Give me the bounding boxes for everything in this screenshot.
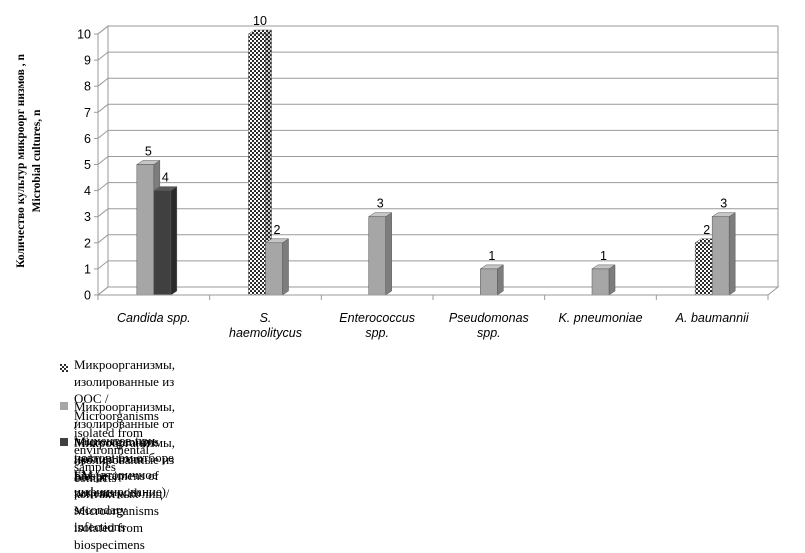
chart-back-walls xyxy=(96,24,780,297)
y-axis: 0 1 2 3 4 5 6 7 8 9 10 xyxy=(77,28,99,303)
x-tick-label: haemolitycus xyxy=(229,326,302,340)
y-tick-label: 9 xyxy=(84,54,91,68)
data-label: 4 xyxy=(162,171,169,185)
x-axis: Candida spp. S.haemolitycusEnterococcussp… xyxy=(97,294,769,340)
y-axis-label-line-2: Microbial cultures, n xyxy=(31,109,43,213)
x-tick-label: A. baumannii xyxy=(675,311,750,325)
y-tick-label: 1 xyxy=(84,262,91,276)
legend-swatch-dotted xyxy=(60,360,68,372)
gridline xyxy=(97,156,778,165)
bars xyxy=(136,29,736,296)
gridline xyxy=(97,234,778,244)
data-label: 5 xyxy=(145,145,152,159)
data-label: 10 xyxy=(253,14,267,28)
gridline xyxy=(97,51,778,61)
gridlines xyxy=(97,25,778,296)
y-axis-label-line-1: Количество культур микроорг низмов , n xyxy=(15,54,27,268)
x-tick-label: spp. xyxy=(365,326,389,340)
legend-swatch-dark xyxy=(60,438,68,446)
floor xyxy=(96,286,780,296)
gridline xyxy=(97,286,778,296)
y-tick-label: 0 xyxy=(84,289,91,303)
bar xyxy=(711,216,730,296)
y-tick-label: 8 xyxy=(84,80,91,94)
gridline xyxy=(97,77,778,87)
y-tick-label: 4 xyxy=(84,184,91,198)
bar xyxy=(368,216,386,296)
bar-side xyxy=(282,238,289,296)
gridline xyxy=(97,182,778,191)
bar xyxy=(153,190,172,296)
bar-side xyxy=(385,212,392,296)
data-label: 3 xyxy=(377,197,384,211)
y-tick-label: 10 xyxy=(77,28,91,42)
x-tick-label: Enterococcus xyxy=(339,311,415,325)
bar xyxy=(265,242,283,296)
x-tick-label: S. xyxy=(260,311,272,325)
x-tick-label: Candida spp. xyxy=(117,311,191,325)
bar xyxy=(248,33,266,296)
gridline xyxy=(97,103,778,113)
data-label: 1 xyxy=(600,249,607,263)
gridline xyxy=(97,129,778,139)
legend-swatch-gray xyxy=(60,402,68,410)
bar xyxy=(480,268,498,296)
gridline xyxy=(97,260,778,270)
x-tick-label: Pseudomonas xyxy=(449,311,529,325)
y-tick-label: 2 xyxy=(84,236,91,250)
bar-side xyxy=(497,264,504,296)
legend-text-line: Микроорганизмы, изолированные из ООС / M… xyxy=(74,357,176,474)
y-tick-label: 6 xyxy=(84,132,91,146)
gridline xyxy=(97,25,778,35)
data-label: 1 xyxy=(488,249,495,263)
data-label: 2 xyxy=(703,223,710,237)
y-tick-label: 5 xyxy=(84,158,91,172)
x-tick-label: spp. xyxy=(477,326,501,340)
data-label: 3 xyxy=(720,197,727,211)
y-axis-label: Количество культур микроорг низмов , n M… xyxy=(8,22,50,300)
legend-text-line: of contacts xyxy=(74,453,117,485)
bar-side xyxy=(608,264,616,296)
bar xyxy=(136,164,155,296)
bar-side xyxy=(728,212,736,296)
y-tick-label: 3 xyxy=(84,210,91,224)
gridline xyxy=(97,208,778,218)
bar xyxy=(694,242,713,296)
y-tick-label: 7 xyxy=(84,106,91,120)
bar xyxy=(591,268,610,296)
data-label: 2 xyxy=(274,223,281,237)
x-tick-label: K. pneumoniae xyxy=(558,311,642,325)
bar-side xyxy=(170,186,178,296)
